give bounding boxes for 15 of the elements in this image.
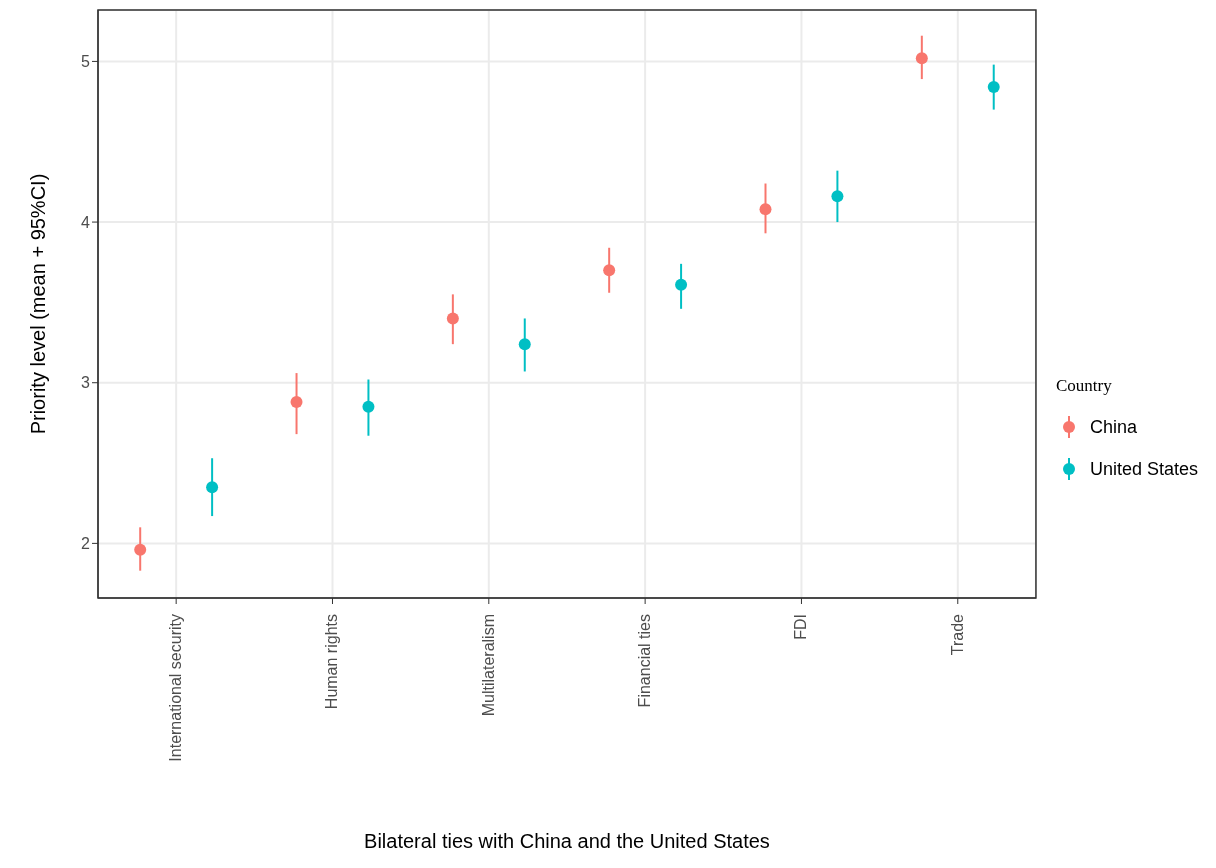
x-tick-label: Multilateralism xyxy=(479,614,497,717)
x-tick-label: Trade xyxy=(948,613,966,656)
x-tick-label: Human rights xyxy=(323,614,341,710)
legend-label: China xyxy=(1089,416,1137,438)
y-tick-label: 2 xyxy=(81,535,91,553)
y-tick-label: 5 xyxy=(81,53,91,71)
x-tick-label: International security xyxy=(167,614,185,762)
x-tick-label: Financial ties xyxy=(636,614,654,708)
y-tick-label: 3 xyxy=(81,374,91,392)
legend-label: United States xyxy=(1089,458,1198,480)
y-tick-label: 4 xyxy=(81,213,91,231)
x-axis-title: Bilateral ties with China and the United States xyxy=(364,830,770,852)
x-tick-label: FDI xyxy=(792,614,810,640)
legend-title: Country xyxy=(1055,376,1113,396)
y-axis-title: Priority level (mean + 95%CI) xyxy=(27,173,50,435)
